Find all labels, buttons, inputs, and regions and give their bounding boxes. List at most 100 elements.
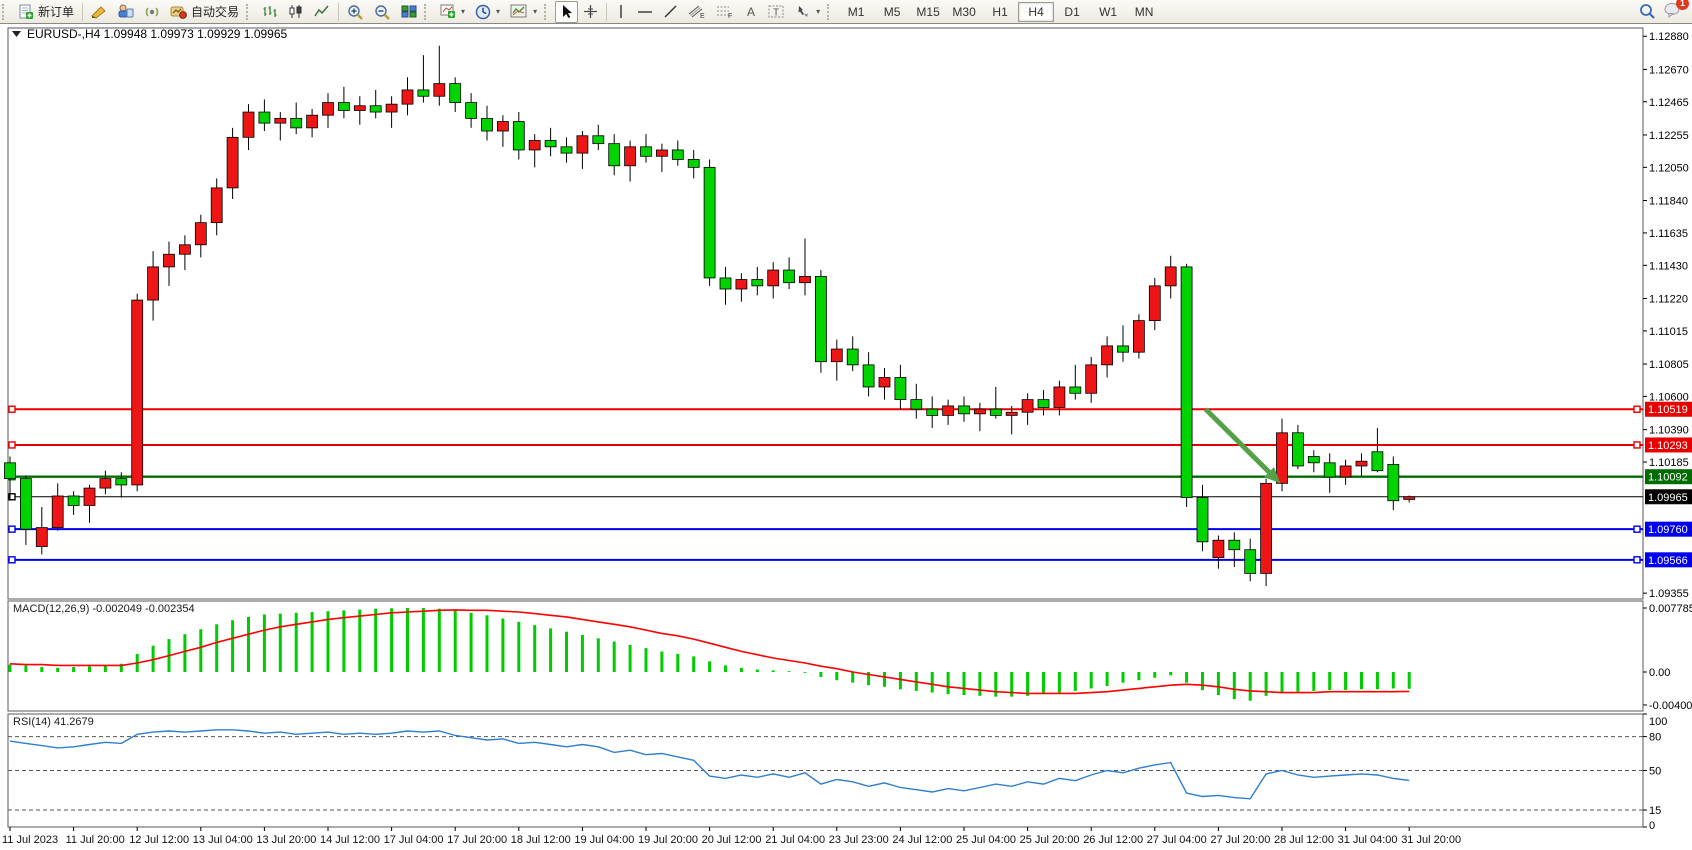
bar-chart-icon <box>263 6 277 17</box>
text-button[interactable]: A <box>739 1 763 23</box>
time-axis-label: 11 Jul 20:00 <box>66 834 125 846</box>
arrows-button[interactable]: ▾ <box>790 1 825 23</box>
time-axis-label: 26 Jul 12:00 <box>1083 834 1143 846</box>
trend-arrow[interactable] <box>1203 407 1276 479</box>
line-chart-button[interactable] <box>309 1 335 23</box>
new-order-icon <box>19 4 33 19</box>
metaeditor-button[interactable] <box>112 1 139 23</box>
candle-body-up <box>353 105 366 111</box>
timeframe-button-D1[interactable]: D1 <box>1064 4 1080 19</box>
time-axis-label: 11 Jul 2023 <box>2 834 58 846</box>
candle-body-down <box>703 166 716 279</box>
text-label-icon: T <box>768 5 784 19</box>
time-axis-label: 14 Jul 12:00 <box>320 834 380 846</box>
timeframe-button-MN[interactable]: MN <box>1134 4 1154 19</box>
zoom-in-button[interactable] <box>342 1 369 23</box>
time-axis-label: 31 Jul 04:00 <box>1338 834 1398 846</box>
candle-body-up <box>210 187 223 224</box>
timeframe-button-M5[interactable]: M5 <box>883 4 901 19</box>
line-handle[interactable] <box>8 556 16 564</box>
line-handle[interactable] <box>8 493 16 501</box>
chart-canvas[interactable]: 1.12880 1.12670 1.12465 1.12255 1.12050 1.118… <box>0 23 1692 850</box>
toolbar-grip[interactable] <box>424 3 433 20</box>
horizontal-line-button[interactable] <box>632 1 658 23</box>
macd-axis-label: -0.004009 <box>1649 700 1692 712</box>
price-tag-1.09760 <box>1645 521 1692 537</box>
vertical-line-button[interactable] <box>610 1 632 23</box>
time-axis-label: 17 Jul 20:00 <box>447 834 507 846</box>
candle-body-down <box>815 275 827 363</box>
timeframe-button-H4[interactable]: H4 <box>1018 1 1055 22</box>
crosshair-button[interactable] <box>578 1 603 23</box>
candle-body-up <box>147 266 160 301</box>
fibonacci-button[interactable]: F <box>711 1 739 23</box>
line-handle[interactable] <box>1633 525 1641 533</box>
signal-button[interactable] <box>139 1 165 23</box>
line-handle[interactable] <box>8 441 16 449</box>
autotrading-button[interactable]: 自动交易 <box>165 1 244 23</box>
macd-label: MACD(12,26,9) -0.002049 -0.002354 <box>13 603 195 615</box>
candle-body-up <box>767 269 780 287</box>
cursor-button[interactable] <box>555 0 579 23</box>
price-tag-1.10293 <box>1645 437 1692 453</box>
candle-body-down <box>19 478 32 530</box>
price-axis-label: 1.12465 <box>1649 97 1689 109</box>
candle-body-up <box>1085 364 1098 394</box>
channel-button[interactable]: E <box>683 1 711 23</box>
price-axis-label: 1.12255 <box>1649 130 1689 142</box>
timeframe-button-W1[interactable]: W1 <box>1099 4 1118 19</box>
timeframe-button-M15[interactable]: M15 <box>916 4 940 19</box>
candle-body-up <box>178 244 191 255</box>
tile-windows-button[interactable] <box>396 1 422 23</box>
candle-body-down <box>369 105 382 113</box>
candle-body-down <box>1387 463 1400 502</box>
zoom-out-button[interactable] <box>369 1 396 23</box>
symbol-collapse-icon[interactable] <box>12 31 21 37</box>
new-order-button[interactable]: 新订单 <box>13 1 79 23</box>
svg-text:T: T <box>773 8 779 19</box>
candle-body-down <box>481 117 493 132</box>
line-handle[interactable] <box>8 525 16 533</box>
text-label-button[interactable]: T <box>763 1 790 23</box>
candle-body-down <box>67 495 80 506</box>
timeframe-button-M1[interactable]: M1 <box>847 4 865 19</box>
candle-body-down <box>783 269 795 284</box>
price-tag-label: 1.10519 <box>1648 404 1688 416</box>
styler-button[interactable] <box>86 1 112 23</box>
line-handle[interactable] <box>1633 441 1641 449</box>
notifications-button[interactable]: 1 <box>1664 0 1689 21</box>
candle-body-up <box>942 405 954 416</box>
search-icon[interactable] <box>1639 3 1656 20</box>
candle-body-down <box>608 143 621 167</box>
toolbar-grip[interactable] <box>544 3 553 20</box>
timeframe-button-M30[interactable]: M30 <box>952 4 976 19</box>
line-handle[interactable] <box>1633 405 1641 413</box>
time-axis-label: 31 Jul 20:00 <box>1401 834 1461 846</box>
trendline-icon <box>664 5 677 18</box>
trendline-button[interactable] <box>658 1 683 23</box>
indicators-button[interactable]: ▾ <box>435 1 470 23</box>
candlestick-chart-button[interactable] <box>283 1 309 23</box>
dropdown-caret: ▾ <box>533 7 538 16</box>
candle-body-down <box>1196 497 1209 543</box>
trend-arrow-head[interactable] <box>1264 467 1281 484</box>
toolbar-grip[interactable] <box>246 3 255 20</box>
bar-chart-button[interactable] <box>257 1 283 23</box>
templates-button[interactable]: ▾ <box>505 1 542 23</box>
candle-body-up <box>322 102 334 116</box>
periods-button[interactable]: ▾ <box>470 1 505 23</box>
toolbar-grip[interactable] <box>827 3 836 20</box>
time-axis-label: 28 Jul 12:00 <box>1274 834 1334 846</box>
line-handle[interactable] <box>1633 556 1641 564</box>
price-axis-label: 1.11635 <box>1649 228 1688 240</box>
zoom-in-icon <box>348 4 363 20</box>
separator <box>338 2 340 21</box>
candle-body-up <box>163 253 175 268</box>
toolbar-grip[interactable] <box>2 3 11 20</box>
candle-body-down <box>910 399 923 410</box>
timeframe-button-H1[interactable]: H1 <box>992 4 1008 19</box>
candle-body-up <box>624 146 636 167</box>
line-handle[interactable] <box>8 405 16 413</box>
price-tag-label: 1.09566 <box>1648 555 1688 567</box>
fibonacci-icon: F <box>717 6 732 19</box>
